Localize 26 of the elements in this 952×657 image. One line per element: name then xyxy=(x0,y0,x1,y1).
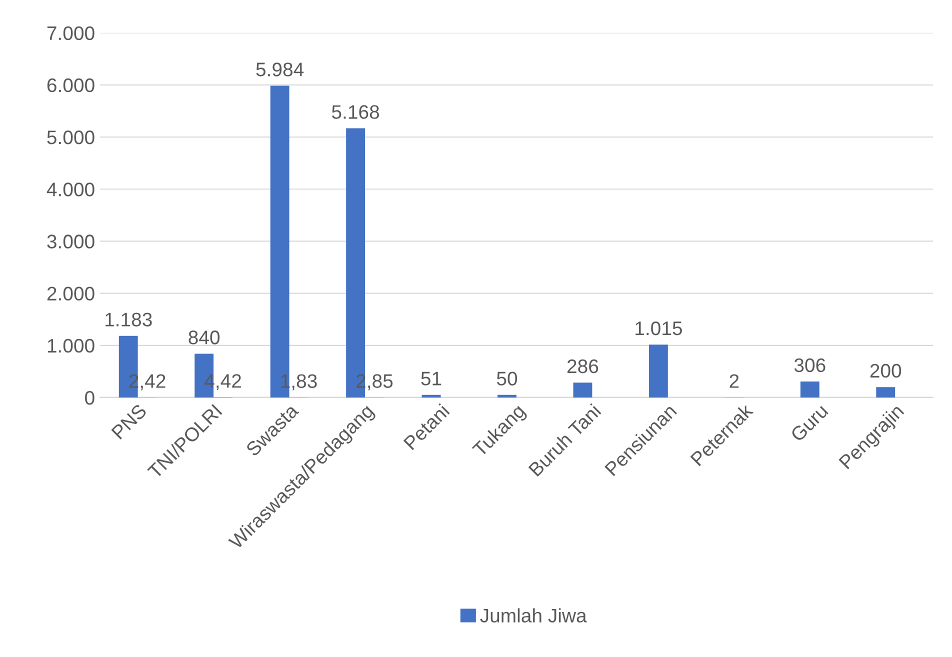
data-label: 51 xyxy=(421,372,442,386)
bar xyxy=(573,382,592,398)
bar xyxy=(876,387,896,398)
y-tick-label: 4.000 xyxy=(46,182,94,196)
y-tick-label: 6.000 xyxy=(47,78,94,92)
data-label: 200 xyxy=(870,364,902,378)
data-label: 5.984 xyxy=(256,62,304,76)
data-label: 306 xyxy=(794,358,826,372)
y-tick-label: 1.000 xyxy=(48,338,94,353)
y-tick-label: 0 xyxy=(85,390,94,405)
y-tick-label: 3.000 xyxy=(47,234,94,248)
bar xyxy=(800,382,820,398)
bar xyxy=(422,394,441,398)
y-tick-label: 2.000 xyxy=(47,286,94,301)
data-label: 2 xyxy=(730,374,739,388)
data-label: 840 xyxy=(188,330,220,344)
data-label: 286 xyxy=(567,359,598,374)
bar xyxy=(648,344,668,398)
y-tick-label: 5.000 xyxy=(47,130,94,144)
data-label: 50 xyxy=(496,372,518,386)
data-label: 1.015 xyxy=(636,321,682,336)
data-label: 1.183 xyxy=(106,312,152,326)
y-tick-label: 7.000 xyxy=(47,26,94,40)
legend-label: Jumlah Jiwa xyxy=(480,608,587,623)
data-label: 5.168 xyxy=(332,105,380,119)
bar xyxy=(498,394,516,398)
